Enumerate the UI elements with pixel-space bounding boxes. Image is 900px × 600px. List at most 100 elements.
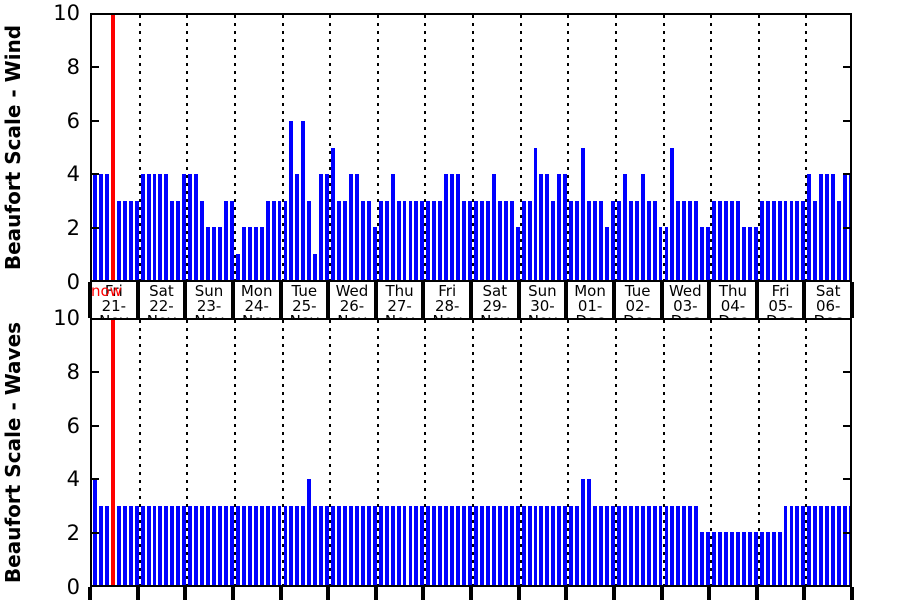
day-of-week-label: Thu [718, 282, 748, 300]
bar [432, 200, 437, 280]
day-gridline [329, 320, 332, 585]
bar [283, 505, 288, 585]
y-tick-mark [90, 424, 99, 427]
y-tick-mark-right [843, 227, 852, 230]
bar [182, 505, 187, 585]
day-gridline [805, 320, 808, 585]
day-boundary-tick [754, 282, 759, 318]
bar [372, 505, 377, 585]
bar [176, 200, 181, 280]
bar [563, 174, 568, 280]
bar [503, 505, 508, 585]
bar [509, 505, 514, 585]
day-boundary-tick [135, 282, 140, 318]
bar [301, 505, 306, 585]
bar [813, 505, 818, 585]
bar [420, 200, 425, 280]
bar [551, 200, 556, 280]
bar [712, 200, 717, 280]
bar [152, 505, 157, 585]
bar [259, 227, 264, 280]
day-of-week-label: Fri [104, 282, 123, 300]
bar [408, 505, 413, 585]
bar [658, 505, 663, 585]
day-boundary-tick-bottom [707, 587, 712, 600]
y-tick-mark [90, 173, 99, 176]
bar [104, 174, 109, 280]
day-boundary-tick-bottom [802, 587, 807, 600]
bar [497, 505, 502, 585]
day-gridline [710, 15, 713, 280]
day-gridline [281, 320, 284, 585]
bar [729, 200, 734, 280]
day-gridline [138, 15, 141, 280]
bar [348, 174, 353, 280]
day-boundary-tick [707, 282, 712, 318]
bar [837, 505, 842, 585]
bar [652, 200, 657, 280]
bar [158, 174, 163, 280]
y-tick-label: 4 [66, 162, 80, 187]
bar [426, 505, 431, 585]
y-tick-label: 2 [66, 216, 80, 241]
day-boundary-tick [278, 282, 283, 318]
day-gridline [424, 15, 427, 280]
bar [718, 532, 722, 585]
y-tick-mark-right [843, 478, 852, 481]
bar [396, 505, 401, 585]
bar [825, 174, 830, 280]
day-gridline [186, 320, 189, 585]
bar [468, 200, 472, 280]
day-gridline [424, 320, 427, 585]
bar [212, 227, 216, 280]
bar [247, 505, 252, 585]
bar [628, 505, 633, 585]
bar [777, 200, 782, 280]
bar [468, 505, 472, 585]
bar [337, 505, 341, 585]
bar [450, 505, 455, 585]
bar [313, 253, 318, 280]
bar [319, 505, 324, 585]
bar [456, 174, 461, 280]
bar [831, 174, 836, 280]
bar [438, 505, 443, 585]
day-boundary-tick-bottom [659, 587, 664, 600]
day-boundary-tick-bottom [326, 587, 331, 600]
y-tick-label: 0 [66, 575, 80, 599]
bar [444, 505, 449, 585]
bar [432, 505, 437, 585]
day-gridline [138, 320, 141, 585]
day-boundary-tick [611, 282, 616, 318]
day-boundary-tick [802, 282, 807, 318]
bar [718, 200, 722, 280]
day-gridline [614, 320, 617, 585]
day-gridline [329, 15, 332, 280]
bar [384, 505, 389, 585]
bar [521, 200, 526, 280]
day-gridline [757, 320, 760, 585]
bar [140, 174, 145, 280]
bar [188, 174, 193, 280]
bar [128, 200, 133, 280]
bar [479, 505, 484, 585]
bar [849, 505, 850, 585]
bar [622, 174, 627, 280]
bar [819, 174, 824, 280]
bar [188, 505, 193, 585]
bar [765, 200, 770, 280]
bar [599, 200, 603, 280]
bar [474, 505, 478, 585]
day-boundary-tick-bottom [850, 587, 854, 600]
bar [337, 200, 341, 280]
day-boundary-tick [469, 282, 473, 318]
day-gridline [519, 15, 522, 280]
bar [491, 505, 496, 585]
bar [563, 505, 568, 585]
bar [741, 227, 746, 280]
day-boundary-tick-bottom [469, 587, 473, 600]
bar [462, 505, 467, 585]
bar [795, 200, 800, 280]
bar [93, 174, 97, 280]
bar [146, 174, 151, 280]
